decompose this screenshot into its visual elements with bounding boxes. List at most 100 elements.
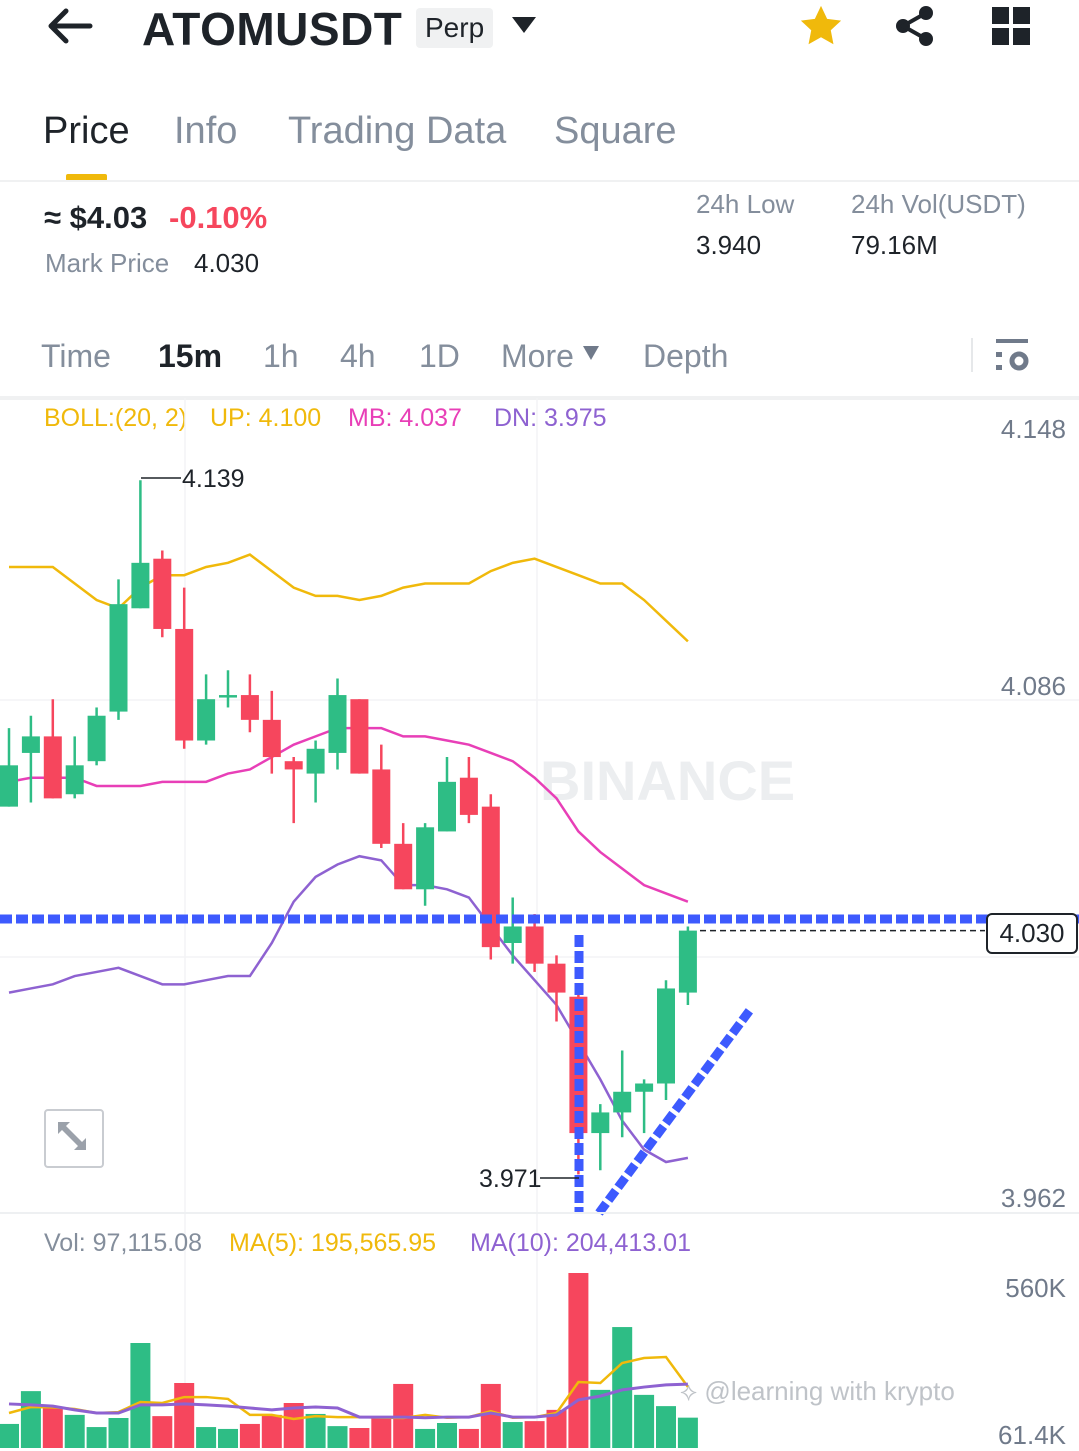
grid-icon xyxy=(992,7,1030,45)
timeframe-more[interactable]: More xyxy=(501,338,600,375)
candle-down xyxy=(284,761,303,770)
symbol-dropdown-button[interactable] xyxy=(510,14,538,41)
watermark-text: @learning with krypto xyxy=(704,1376,955,1406)
volume-bar xyxy=(371,1418,392,1448)
volume-bar xyxy=(546,1409,567,1448)
volume-bar xyxy=(656,1406,676,1448)
candle-up xyxy=(591,1112,610,1134)
timeframe-4h[interactable]: 4h xyxy=(340,338,376,374)
volume-ma10-value: MA(10): 204,413.01 xyxy=(470,1229,691,1257)
more-label: More xyxy=(501,338,574,374)
price-axis-tick: 3.962 xyxy=(1000,1183,1066,1213)
timeframe-depth[interactable]: Depth xyxy=(643,338,729,374)
boll-mb-value: MB: 4.037 xyxy=(348,404,462,432)
share-icon xyxy=(896,6,933,46)
candle-down xyxy=(240,695,259,720)
tab-info[interactable]: Info xyxy=(174,110,238,152)
vol-24h-label: 24h Vol(USDT) xyxy=(851,189,1026,219)
candle-up xyxy=(503,926,522,943)
candle-down xyxy=(394,843,413,890)
star-icon xyxy=(800,5,842,45)
volume-bar xyxy=(239,1423,260,1448)
layout-button[interactable] xyxy=(992,7,1030,50)
mark-price-label: Mark Price xyxy=(45,248,170,278)
volume-bar xyxy=(0,1423,19,1448)
volume-bar xyxy=(152,1416,173,1448)
tab-square[interactable]: Square xyxy=(554,110,677,152)
volume-bar xyxy=(480,1383,501,1448)
low-24h-value: 3.940 xyxy=(696,230,762,260)
timeframe-1d[interactable]: 1D xyxy=(419,338,460,374)
volume-bar xyxy=(283,1403,304,1448)
volume-bar xyxy=(86,1427,107,1448)
brand-watermark: BINANCE xyxy=(540,749,795,812)
candle-up xyxy=(65,765,84,795)
volume-axis-tick: 560K xyxy=(1005,1273,1066,1303)
volume-bar xyxy=(415,1428,436,1448)
timeframe-time[interactable]: Time xyxy=(41,338,111,374)
current-price-tag[interactable]: 4.030 xyxy=(986,913,1078,954)
volume-value: Vol: 97,115.08 xyxy=(44,1229,203,1257)
fullscreen-button[interactable] xyxy=(44,1109,104,1168)
volume-bar xyxy=(634,1394,655,1448)
volume-bar xyxy=(20,1391,41,1448)
divider xyxy=(971,338,973,372)
candle-down xyxy=(262,719,281,758)
watermark-logo-icon: ⟡ xyxy=(680,1376,705,1406)
boll-label: BOLL:(20, 2) xyxy=(44,404,188,432)
chart-settings-button[interactable] xyxy=(996,338,1030,377)
timeframe-1h[interactable]: 1h xyxy=(263,338,299,374)
candle-up xyxy=(657,988,675,1084)
trend-drawings[interactable] xyxy=(0,914,1079,1216)
candle-down xyxy=(481,806,500,948)
candle-up xyxy=(306,748,325,774)
share-button[interactable] xyxy=(893,4,937,53)
volume-bar xyxy=(437,1423,457,1448)
volume-bar xyxy=(524,1421,545,1448)
candle-up xyxy=(613,1091,632,1113)
candle-up xyxy=(87,715,106,762)
tab-trading-data[interactable]: Trading Data xyxy=(288,110,507,152)
divider xyxy=(0,180,1079,182)
low-24h-label: 24h Low xyxy=(696,189,795,219)
chart-settings-icon xyxy=(996,339,1029,371)
volume-bar xyxy=(305,1413,326,1448)
volume-bar xyxy=(590,1389,611,1448)
volume-bar xyxy=(64,1414,85,1448)
divider xyxy=(0,1212,1079,1214)
volume-bar xyxy=(677,1417,698,1448)
low-price-label: 3.971 xyxy=(479,1165,542,1193)
price-axis-tick: 4.086 xyxy=(1000,671,1066,701)
candle-up xyxy=(131,562,150,609)
volume-bar xyxy=(261,1414,282,1448)
favorite-button[interactable] xyxy=(798,3,844,54)
back-arrow-icon xyxy=(48,8,93,44)
tab-price[interactable]: Price xyxy=(43,110,130,152)
candle-down xyxy=(153,558,172,629)
candlestick-chart[interactable]: BINANCE 4.139 3.971 xyxy=(0,398,1079,1448)
volume-bar xyxy=(196,1427,217,1448)
mark-price-value: 4.030 xyxy=(194,248,260,278)
timeframe-15m[interactable]: 15m xyxy=(158,338,223,374)
volume-bar xyxy=(218,1428,238,1448)
boll-up-value: UP: 4.100 xyxy=(210,404,322,432)
candle-down xyxy=(459,777,478,815)
volume-bar xyxy=(327,1426,348,1448)
volume-bar xyxy=(502,1422,523,1448)
price-axis-tick: 4.148 xyxy=(1000,414,1066,444)
boll-mid-line xyxy=(8,726,689,903)
diagonal-drawing-line[interactable] xyxy=(595,1007,754,1216)
expand-icon xyxy=(58,1122,86,1150)
symbol-title[interactable]: ATOMUSDT xyxy=(142,3,403,55)
boll-dn-value: DN: 3.975 xyxy=(494,404,607,432)
candle-up xyxy=(219,695,237,698)
volume-ma5-value: MA(5): 195,565.95 xyxy=(229,1229,437,1257)
candle-up xyxy=(438,781,456,832)
candle-up xyxy=(635,1083,654,1092)
volume-bar xyxy=(42,1407,63,1448)
candle-up xyxy=(416,827,435,890)
candle-up xyxy=(197,699,216,741)
perp-badge: Perp xyxy=(416,8,494,48)
back-button[interactable] xyxy=(44,6,96,46)
user-watermark: ⟡ @learning with krypto xyxy=(680,1376,955,1408)
